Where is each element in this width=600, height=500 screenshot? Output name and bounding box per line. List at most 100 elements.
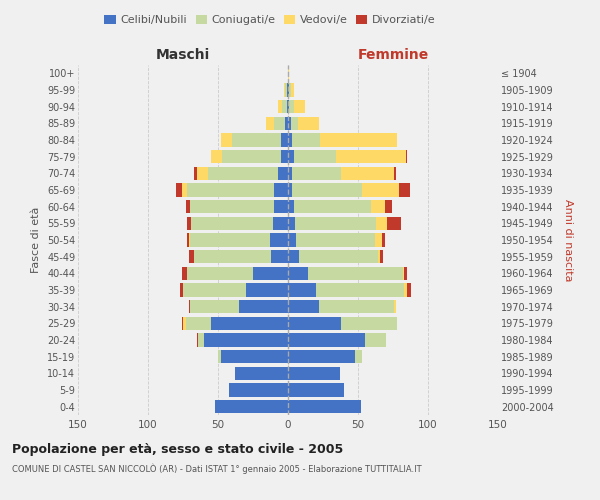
Bar — [194, 250, 271, 264]
Bar — [371, 200, 385, 213]
Bar — [320, 134, 397, 146]
Bar — [211, 316, 288, 330]
Bar — [204, 334, 288, 346]
Bar — [287, 100, 288, 114]
Bar — [394, 166, 396, 180]
Bar — [271, 250, 288, 264]
Bar — [291, 84, 293, 96]
Bar — [285, 116, 288, 130]
Bar — [199, 334, 204, 346]
Bar — [298, 116, 319, 130]
Bar — [296, 234, 375, 246]
Bar — [288, 284, 316, 296]
Bar — [406, 150, 407, 164]
Bar — [274, 200, 288, 213]
Bar — [211, 150, 222, 164]
Y-axis label: Anni di nascita: Anni di nascita — [563, 198, 573, 281]
Bar — [385, 200, 392, 213]
Bar — [288, 334, 365, 346]
Bar — [229, 384, 288, 396]
Bar — [341, 166, 394, 180]
Bar — [292, 184, 362, 196]
Bar — [362, 184, 398, 196]
Bar — [288, 250, 299, 264]
Bar — [365, 334, 386, 346]
Bar — [404, 266, 407, 280]
Bar — [289, 84, 291, 96]
Bar — [293, 150, 335, 164]
Bar — [293, 200, 371, 213]
Bar — [283, 100, 287, 114]
Bar — [288, 200, 293, 213]
Bar — [188, 300, 190, 314]
Bar — [289, 100, 293, 114]
Bar — [284, 84, 285, 96]
Bar — [188, 234, 190, 246]
Bar — [407, 284, 411, 296]
Bar — [194, 166, 197, 180]
Bar — [187, 266, 253, 280]
Bar — [253, 266, 288, 280]
Bar — [288, 366, 340, 380]
Bar — [197, 334, 199, 346]
Bar — [190, 200, 274, 213]
Bar — [274, 184, 288, 196]
Bar — [288, 134, 292, 146]
Bar — [388, 216, 401, 230]
Bar — [299, 250, 377, 264]
Bar — [404, 284, 407, 296]
Text: COMUNE DI CASTEL SAN NICCOLÒ (AR) - Dati ISTAT 1° gennaio 2005 - Elaborazione TU: COMUNE DI CASTEL SAN NICCOLÒ (AR) - Dati… — [12, 464, 422, 474]
Bar — [183, 284, 246, 296]
Bar — [291, 116, 298, 130]
Bar — [176, 184, 182, 196]
Bar — [270, 234, 288, 246]
Y-axis label: Fasce di età: Fasce di età — [31, 207, 41, 273]
Bar — [187, 216, 191, 230]
Bar — [375, 234, 382, 246]
Bar — [382, 234, 385, 246]
Bar — [182, 266, 187, 280]
Bar — [281, 134, 288, 146]
Bar — [287, 84, 288, 96]
Bar — [288, 66, 289, 80]
Bar — [288, 184, 292, 196]
Bar — [394, 300, 396, 314]
Bar — [272, 216, 288, 230]
Bar — [335, 150, 406, 164]
Bar — [285, 84, 287, 96]
Bar — [288, 100, 289, 114]
Bar — [190, 300, 239, 314]
Bar — [295, 216, 376, 230]
Bar — [239, 300, 288, 314]
Bar — [266, 116, 274, 130]
Bar — [218, 350, 221, 364]
Bar — [288, 350, 355, 364]
Bar — [186, 316, 211, 330]
Bar — [380, 250, 383, 264]
Bar — [288, 150, 293, 164]
Bar — [316, 284, 404, 296]
Bar — [235, 366, 288, 380]
Bar — [288, 400, 361, 413]
Bar — [221, 134, 232, 146]
Legend: Celibi/Nubili, Coniugati/e, Vedovi/e, Divorziati/e: Celibi/Nubili, Coniugati/e, Vedovi/e, Di… — [100, 10, 440, 30]
Bar — [187, 184, 274, 196]
Text: Femmine: Femmine — [358, 48, 428, 62]
Bar — [288, 300, 319, 314]
Bar — [208, 166, 278, 180]
Bar — [183, 316, 186, 330]
Bar — [278, 166, 288, 180]
Bar — [292, 134, 320, 146]
Bar — [274, 116, 285, 130]
Bar — [341, 316, 397, 330]
Bar — [288, 84, 289, 96]
Bar — [293, 100, 305, 114]
Bar — [398, 184, 410, 196]
Bar — [191, 216, 272, 230]
Bar — [221, 350, 288, 364]
Bar — [288, 216, 295, 230]
Bar — [188, 250, 194, 264]
Bar — [292, 166, 341, 180]
Bar — [281, 150, 288, 164]
Bar — [182, 316, 183, 330]
